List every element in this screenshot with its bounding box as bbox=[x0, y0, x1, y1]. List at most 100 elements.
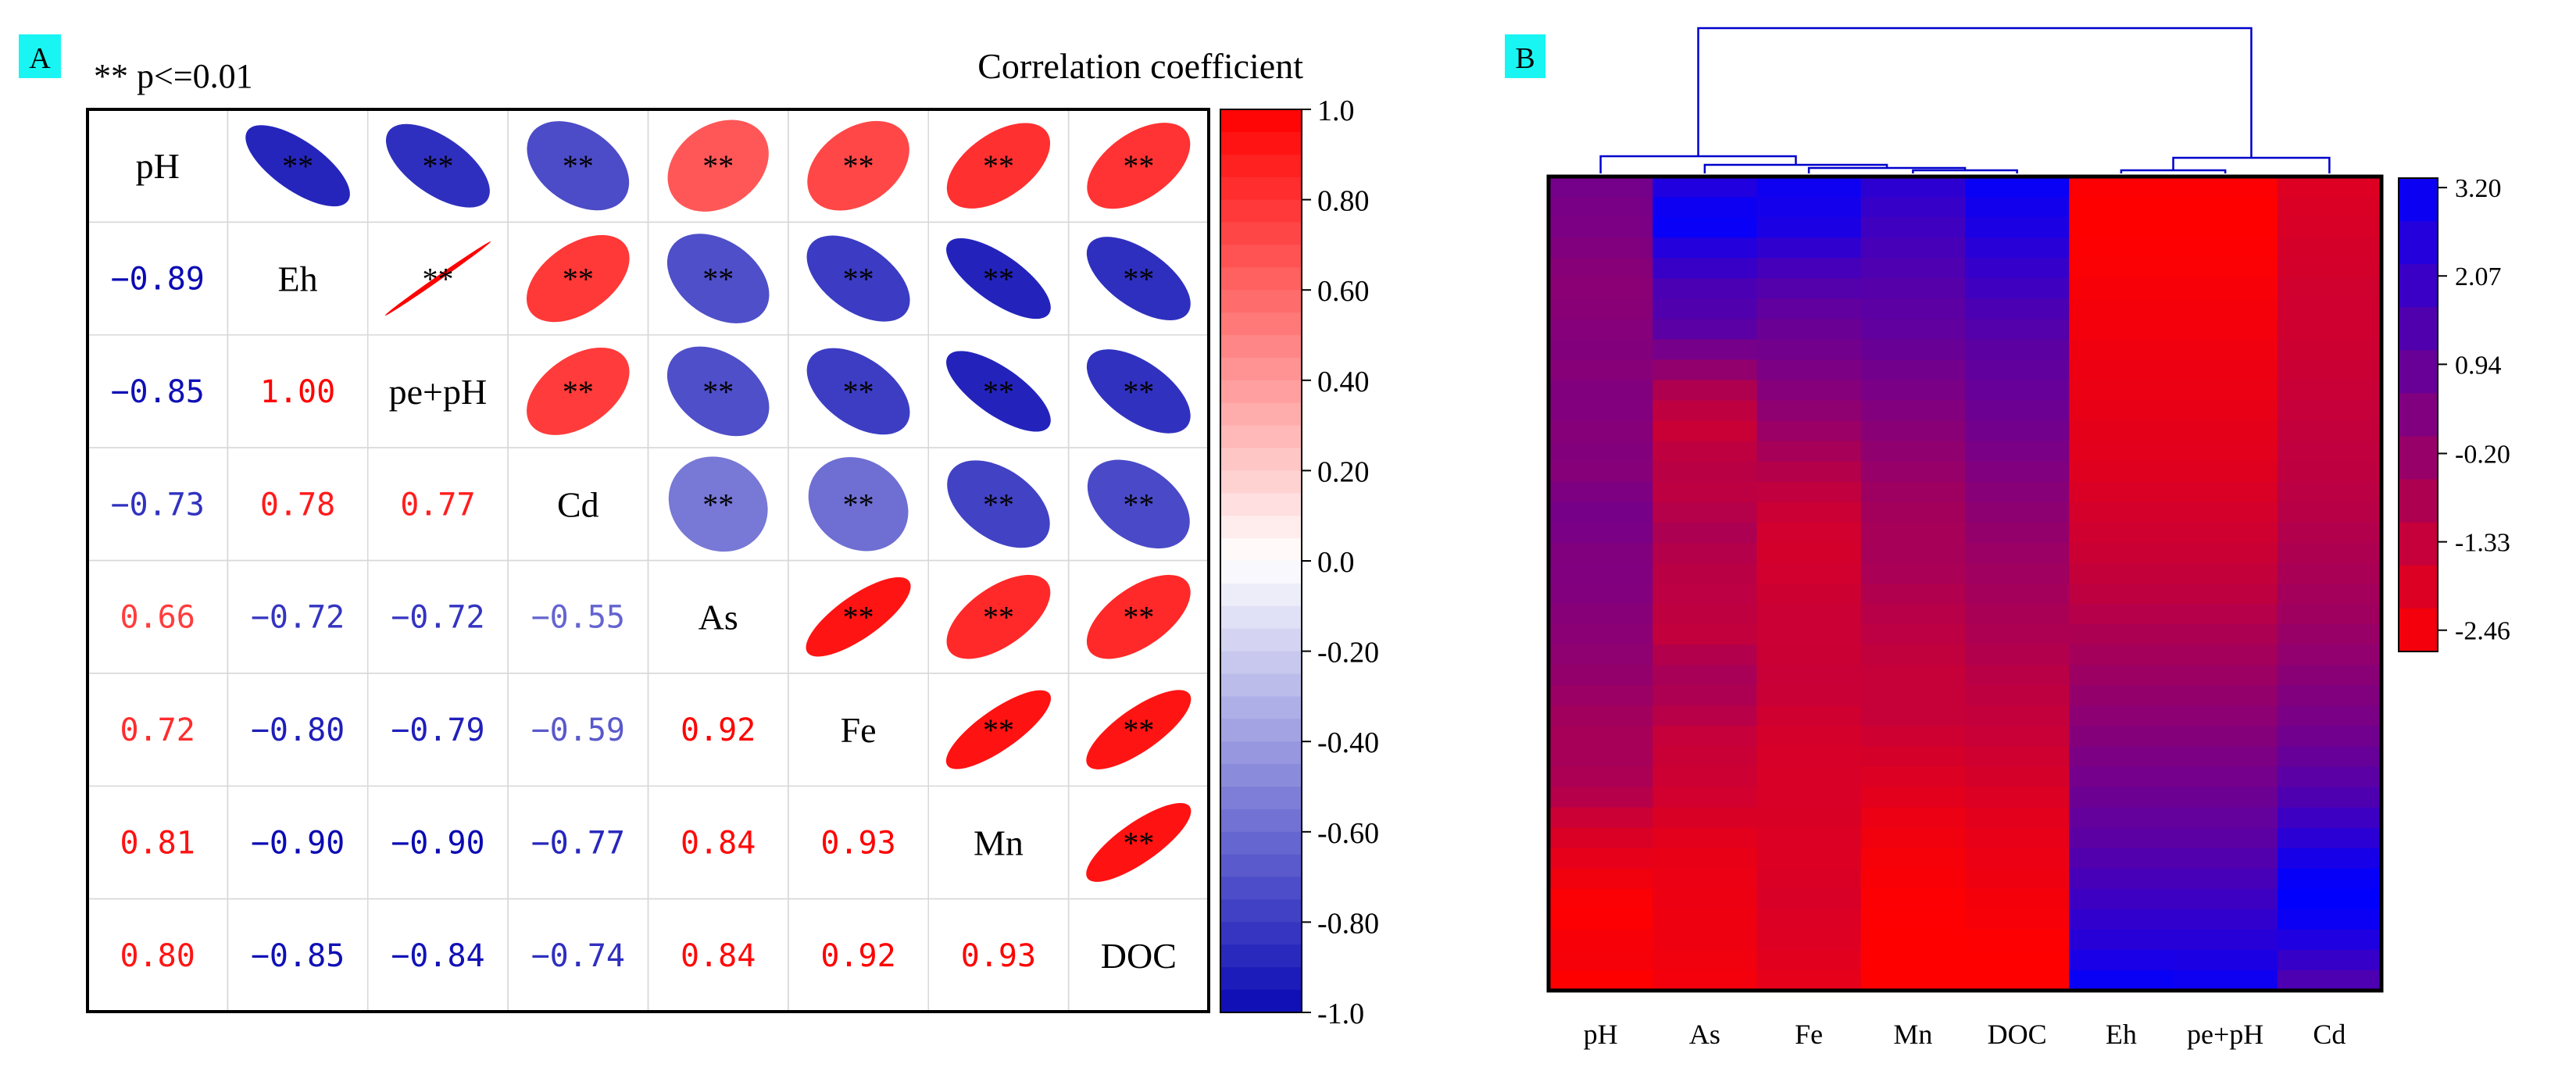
colorbar-swatch bbox=[1220, 335, 1302, 359]
heatmap-cell bbox=[1965, 217, 2070, 238]
heatmap-cell bbox=[2069, 949, 2174, 971]
heat-colorbar-swatch bbox=[2399, 264, 2438, 308]
heatmap-cell bbox=[1756, 298, 1862, 320]
correlation-value: −0.55 bbox=[531, 600, 625, 636]
heatmap-cell bbox=[1965, 746, 2070, 768]
correlation-ellipse bbox=[666, 234, 770, 323]
colorbar-swatch bbox=[1220, 448, 1302, 471]
heatmap-cell bbox=[1756, 522, 1862, 544]
heat-colorbar-swatch bbox=[2399, 608, 2438, 652]
heatmap-cell bbox=[2173, 969, 2278, 991]
heatmap-cell bbox=[2277, 665, 2382, 686]
heatmap-cell bbox=[2173, 909, 2278, 930]
colorbar-swatch bbox=[1220, 628, 1302, 652]
heatmap-cell bbox=[1652, 461, 1758, 483]
heatmap-cell bbox=[2277, 604, 2382, 625]
heatmap-cell bbox=[1860, 237, 1966, 259]
heatmap-cell bbox=[2277, 827, 2382, 849]
heatmap-cell bbox=[1860, 298, 1966, 320]
variable-label: Eh bbox=[278, 259, 318, 299]
heatmap-cell bbox=[1965, 441, 2070, 462]
correlation-value: −0.72 bbox=[251, 600, 345, 636]
colorbar-tick-label: 0.80 bbox=[1317, 185, 1370, 218]
significance-marker: ** bbox=[843, 262, 874, 297]
heatmap-cell bbox=[1860, 502, 1966, 523]
correlation-ellipse bbox=[946, 574, 1051, 659]
dendrogram-link bbox=[1912, 169, 2018, 173]
heatmap-cell bbox=[2277, 420, 2382, 442]
heatmap-cell bbox=[2173, 624, 2278, 645]
correlation-ellipse bbox=[945, 690, 1052, 769]
heat-colorbar-tick-label: 2.07 bbox=[2455, 262, 2502, 291]
heatmap-cell bbox=[2173, 298, 2278, 320]
heatmap-cell bbox=[1860, 278, 1966, 299]
colorbar-swatch bbox=[1220, 899, 1302, 923]
heatmap-cell bbox=[2069, 542, 2174, 564]
heatmap-cell bbox=[2173, 562, 2278, 584]
heatmap-cell bbox=[1756, 868, 1862, 890]
heatmap-cell bbox=[2069, 420, 2174, 442]
colorbar-tick-label: 1.0 bbox=[1317, 95, 1355, 127]
heatmap-cell bbox=[2069, 481, 2174, 503]
colorbar-swatch bbox=[1220, 990, 1302, 1013]
colorbar-swatch bbox=[1220, 876, 1302, 901]
heatmap-cell bbox=[2069, 298, 2174, 320]
heatmap-cell bbox=[1652, 888, 1758, 910]
heatmap-cell bbox=[1756, 665, 1862, 686]
heatmap-cell bbox=[2069, 644, 2174, 666]
heatmap-cell bbox=[1860, 868, 1966, 890]
heatmap-cell bbox=[2069, 278, 2174, 299]
heatmap-cell bbox=[2277, 949, 2382, 971]
heatmap-cell bbox=[1756, 339, 1862, 361]
colorbar-swatch bbox=[1220, 673, 1302, 697]
heatmap-cell bbox=[2277, 441, 2382, 462]
heatmap-cell bbox=[2069, 969, 2174, 991]
heat-colorbar-tick-label: 3.20 bbox=[2455, 174, 2502, 203]
colorbar-tick-label: 0.40 bbox=[1317, 366, 1370, 398]
heatmap-cell bbox=[1965, 481, 2070, 503]
heatmap-cell bbox=[2069, 177, 2174, 198]
heatmap-cell bbox=[1860, 685, 1966, 706]
heatmap-cell bbox=[1652, 787, 1758, 809]
heatmap-cell bbox=[2069, 562, 2174, 584]
heatmap-cell bbox=[1860, 319, 1966, 340]
heatmap-cell bbox=[1965, 909, 2070, 930]
heatmap-cell bbox=[1965, 807, 2070, 829]
heatmap-column-label: Eh bbox=[2106, 1019, 2137, 1050]
heatmap-cell bbox=[1756, 542, 1862, 564]
heatmap-cell bbox=[1549, 380, 1653, 402]
correlation-ellipse bbox=[946, 237, 1051, 320]
heatmap-cell bbox=[1860, 441, 1966, 462]
heatmap-cell bbox=[1860, 461, 1966, 483]
heatmap-cell bbox=[1965, 298, 2070, 320]
heatmap-cell bbox=[2173, 258, 2278, 279]
heatmap-cell bbox=[1652, 562, 1758, 584]
correlation-ellipse bbox=[1086, 237, 1191, 320]
heatmap-cell bbox=[2069, 827, 2174, 849]
significance-marker: ** bbox=[563, 262, 594, 297]
heatmap-cell bbox=[1860, 624, 1966, 645]
heatmap-cell bbox=[1756, 909, 1862, 930]
heatmap-cell bbox=[2173, 522, 2278, 544]
heatmap-cell bbox=[1860, 400, 1966, 422]
correlation-value: 0.93 bbox=[961, 938, 1036, 974]
heatmap-cell bbox=[1860, 217, 1966, 238]
heatmap-cell bbox=[1965, 604, 2070, 625]
colorbar-tick-label: 0.60 bbox=[1317, 275, 1370, 308]
colorbar-swatch bbox=[1220, 967, 1302, 991]
heat-colorbar-swatch bbox=[2399, 350, 2438, 394]
colorbar-swatch bbox=[1220, 922, 1302, 945]
significance-marker: ** bbox=[1123, 148, 1154, 184]
significance-marker: ** bbox=[983, 374, 1014, 409]
heatmap-cell bbox=[2069, 848, 2174, 869]
correlation-ellipse bbox=[1087, 459, 1190, 549]
heatmap-cell bbox=[2277, 909, 2382, 930]
correlation-value: 0.72 bbox=[120, 712, 195, 748]
heat-colorbar-swatch bbox=[2399, 307, 2438, 351]
heatmap-cell bbox=[1652, 949, 1758, 971]
heatmap-cell bbox=[2277, 298, 2382, 320]
heatmap-cell bbox=[2173, 644, 2278, 666]
heatmap-cell bbox=[1652, 258, 1758, 279]
heatmap-cell bbox=[1756, 237, 1862, 259]
panel-b-tag-bg bbox=[1505, 34, 1545, 78]
